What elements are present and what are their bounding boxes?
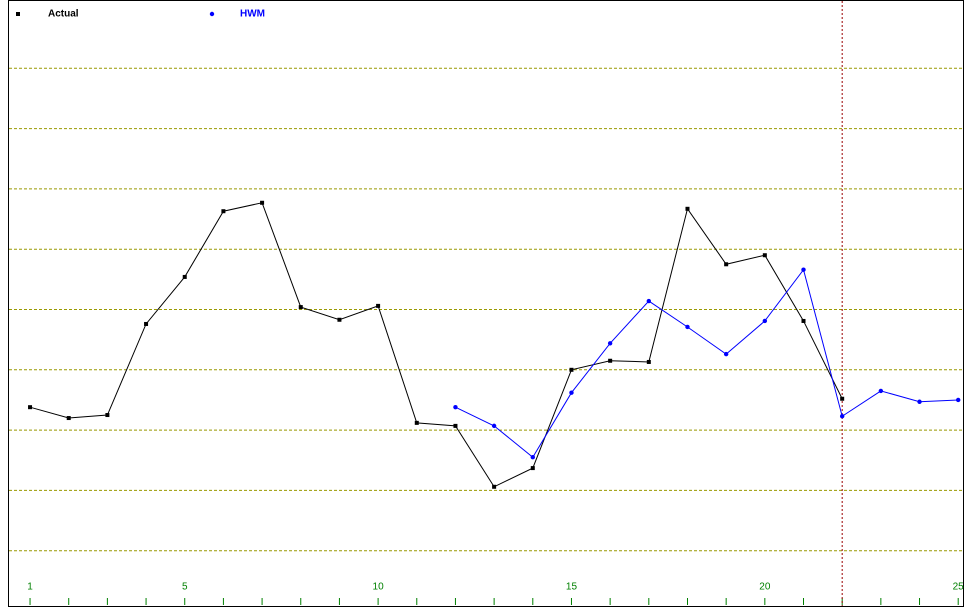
point xyxy=(260,200,265,205)
point xyxy=(569,367,574,372)
point xyxy=(221,209,226,214)
plot-frame xyxy=(8,0,964,607)
point xyxy=(801,318,806,323)
legend-marker xyxy=(16,12,20,16)
series-line xyxy=(29,202,843,488)
point xyxy=(607,341,613,346)
point xyxy=(453,423,458,428)
point xyxy=(530,466,535,471)
x-tick-label: 15 xyxy=(566,582,578,593)
point xyxy=(955,397,961,403)
point xyxy=(724,262,729,267)
x-tick-label: 1 xyxy=(27,582,33,593)
point xyxy=(182,274,187,279)
x-tick-label: 5 xyxy=(182,582,188,593)
point xyxy=(840,396,845,401)
point xyxy=(144,321,149,326)
legend-label: Actual xyxy=(48,9,79,20)
point xyxy=(414,420,419,425)
point xyxy=(685,324,690,330)
point xyxy=(530,455,535,460)
point xyxy=(492,484,497,489)
x-tick-label: 25 xyxy=(953,582,964,593)
point xyxy=(608,358,613,363)
point xyxy=(762,253,767,258)
point xyxy=(28,405,33,410)
series-line xyxy=(455,268,959,458)
legend-label: HWM xyxy=(240,9,265,20)
point xyxy=(569,390,574,395)
point xyxy=(491,423,497,429)
point xyxy=(105,413,110,418)
x-tick-label: 10 xyxy=(373,582,385,593)
point xyxy=(723,351,729,357)
point xyxy=(66,416,71,421)
point xyxy=(917,399,922,404)
x-tick-label: 20 xyxy=(759,582,771,593)
point xyxy=(801,267,806,272)
point xyxy=(337,317,342,322)
point xyxy=(376,303,381,308)
point xyxy=(646,298,652,304)
point xyxy=(298,305,303,310)
point xyxy=(878,388,884,394)
point xyxy=(685,206,690,211)
point xyxy=(453,404,458,410)
legend-marker xyxy=(209,11,215,17)
point xyxy=(762,318,768,324)
point xyxy=(646,359,651,364)
point xyxy=(839,414,845,419)
